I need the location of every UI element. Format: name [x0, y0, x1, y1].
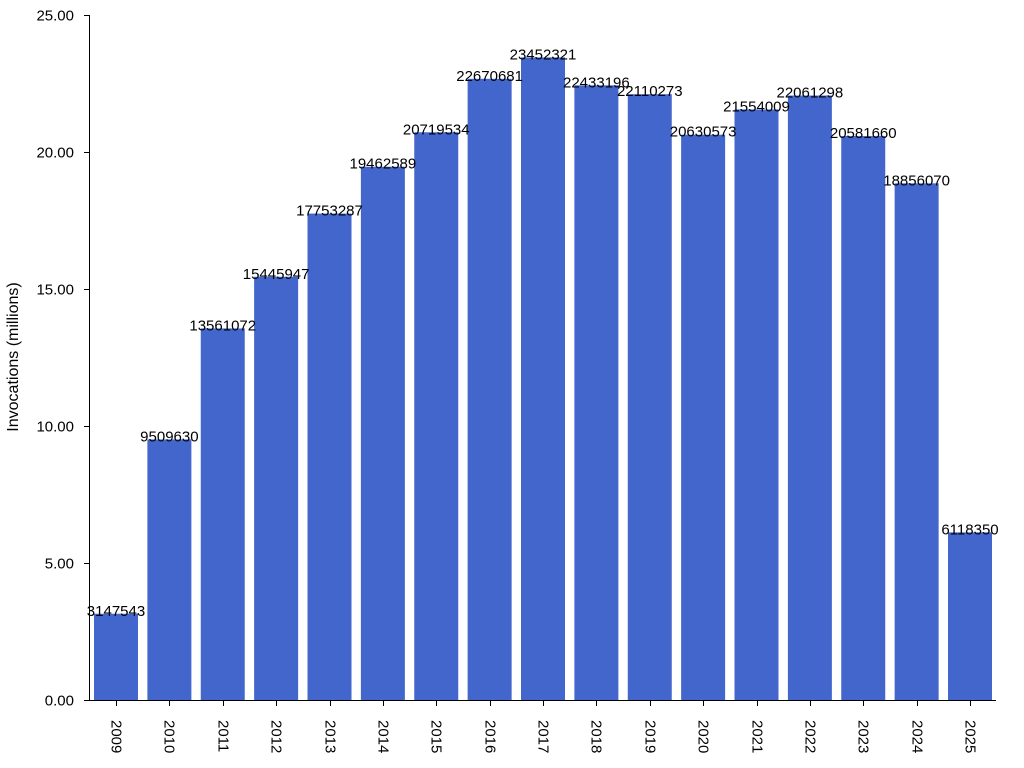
- x-tick-label-2013: 2013: [322, 720, 339, 753]
- y-tick-label-20.00: 20.00: [36, 145, 74, 162]
- bar-2019: [627, 94, 672, 701]
- bar-2021: [734, 109, 779, 701]
- data-label-2024: 18856070: [883, 172, 950, 189]
- data-label-2010: 9509630: [140, 428, 198, 445]
- data-label-2025: 6118350: [941, 521, 998, 538]
- bar-2014: [360, 166, 405, 701]
- bar-2025: [948, 532, 992, 700]
- bar-2009: [94, 613, 138, 700]
- bars-group: [94, 57, 992, 701]
- y-tick-label-15.00: 15.00: [36, 282, 74, 299]
- x-tick-label-2021: 2021: [749, 720, 766, 753]
- x-tick-label-2016: 2016: [482, 720, 499, 753]
- data-label-2021: 21554009: [723, 98, 790, 115]
- x-tick-label-2018: 2018: [588, 720, 605, 753]
- bar-2024: [894, 183, 939, 701]
- data-label-2012: 15445947: [243, 266, 310, 283]
- data-label-2020: 20630573: [670, 124, 737, 141]
- y-axis-title: Invocations (millions): [5, 282, 22, 431]
- x-tick-label-2024: 2024: [909, 720, 926, 753]
- x-tick-label-2014: 2014: [375, 720, 392, 753]
- x-tick-label-2020: 2020: [695, 720, 712, 753]
- bar-2015: [414, 132, 459, 700]
- x-tick-label-2010: 2010: [161, 720, 178, 753]
- data-label-2018: 22433196: [563, 74, 630, 91]
- data-label-2013: 17753287: [296, 203, 363, 220]
- data-label-2011: 13561072: [189, 317, 256, 334]
- data-label-2023: 20581660: [830, 125, 897, 142]
- x-tick-label-2012: 2012: [268, 720, 285, 753]
- data-label-2017: 23452321: [510, 46, 577, 63]
- x-tick-label-2022: 2022: [802, 720, 819, 753]
- data-labels-group: 3147543 9509630 13561072 15445947 17753287 19…: [87, 46, 999, 619]
- bar-2016: [467, 78, 512, 700]
- y-tick-label-25.00: 25.00: [36, 8, 74, 25]
- bar-2013: [307, 213, 352, 700]
- bar-2017: [521, 57, 565, 701]
- data-label-2009: 3147543: [87, 603, 145, 620]
- x-tick-label-2025: 2025: [962, 720, 979, 753]
- bar-2020: [681, 134, 726, 701]
- y-axis: 0.00 5.00 10.00 15.00 20.00 25.00: [36, 8, 90, 710]
- y-tick-label-0.00: 0.00: [45, 693, 74, 710]
- data-label-2022: 22061298: [777, 85, 844, 102]
- data-label-2014: 19462589: [350, 156, 417, 173]
- bar-2010: [147, 439, 192, 700]
- x-tick-label-2019: 2019: [642, 720, 659, 753]
- bar-2022: [787, 95, 832, 700]
- x-tick-label-2011: 2011: [215, 720, 232, 752]
- data-label-2019: 22110273: [617, 83, 683, 100]
- x-tick-label-2017: 2017: [535, 720, 552, 753]
- bar-2012: [254, 276, 299, 700]
- bar-2018: [574, 85, 619, 700]
- y-tick-label-10.00: 10.00: [36, 419, 74, 436]
- data-label-2016: 22670681: [456, 68, 523, 85]
- x-axis: 2009 2010 2011 2012 2013 2014 2015 2016 2017 2018…: [89, 700, 996, 753]
- bar-2023: [841, 136, 886, 700]
- bar-2011: [200, 328, 245, 700]
- x-tick-label-2023: 2023: [855, 720, 872, 753]
- x-tick-label-2015: 2015: [428, 720, 445, 753]
- x-tick-label-2009: 2009: [108, 720, 125, 753]
- y-tick-label-5.00: 5.00: [45, 556, 74, 573]
- data-label-2015: 20719534: [403, 121, 470, 138]
